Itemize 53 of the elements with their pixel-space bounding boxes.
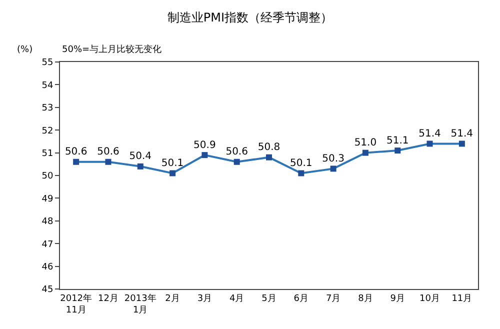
text: 50.6 <box>64 146 88 158</box>
point <box>330 166 336 172</box>
x-tick-label: 2月 <box>165 294 180 304</box>
x-tick-label: 5月 <box>262 294 276 304</box>
point <box>394 148 401 154</box>
y-tick-label: 52 <box>42 126 54 136</box>
y-tick-label: 50 <box>42 172 54 182</box>
y-tick-label: 46 <box>42 262 54 272</box>
y-tick-label: 55 <box>42 58 54 68</box>
text: 50.1 <box>161 158 184 169</box>
x-tick-label: 3月 <box>197 294 212 304</box>
chart-title: 制造业PMI指数（经季节调整） <box>167 10 333 25</box>
point <box>362 150 368 156</box>
y-axis-title: (%) <box>17 45 33 55</box>
point <box>458 140 465 147</box>
x-tick-label: 8月 <box>358 294 373 304</box>
y-tick-label: 48 <box>42 217 54 228</box>
x-tick-label: 6月 <box>294 294 309 304</box>
text: 50.6 <box>226 146 248 158</box>
x-tick-label: 10月 <box>420 294 440 304</box>
x-tick-label: 4月 <box>229 294 244 304</box>
x-tick-label: 7月 <box>326 294 341 304</box>
point <box>170 170 176 176</box>
text: 51.0 <box>354 138 377 149</box>
point <box>426 140 433 147</box>
point <box>298 170 304 176</box>
x-tick-label: 11月 <box>452 294 472 304</box>
text: 50.6 <box>97 146 120 158</box>
x-tick-label: 12月 <box>98 294 118 304</box>
text: 51.4 <box>450 128 474 140</box>
point <box>137 163 144 170</box>
x-tick-label: 2012年 11月 <box>60 292 92 316</box>
y-tick-label: 47 <box>42 240 54 250</box>
x-tick-label: 2013年 1月 <box>124 292 156 316</box>
y-tick-label: 45 <box>42 285 54 296</box>
point <box>202 152 208 158</box>
text: 50.9 <box>194 140 216 151</box>
y-tick-label: 53 <box>42 104 54 114</box>
text: 51.1 <box>386 135 409 146</box>
point <box>73 158 80 165</box>
y-tick-label: 54 <box>42 80 54 91</box>
point <box>105 158 112 165</box>
y-tick-label: 49 <box>42 194 54 204</box>
text: 50.8 <box>258 142 280 154</box>
y-tick-label: 51 <box>42 148 54 159</box>
text: 50%=与上月比较无变化 <box>62 44 162 55</box>
point <box>266 154 272 160</box>
text: 51.4 <box>418 128 441 140</box>
text: 50.4 <box>129 151 152 162</box>
point <box>234 158 240 165</box>
text: 50.3 <box>322 153 344 164</box>
x-tick-label: 9月 <box>390 294 405 304</box>
text: 50.1 <box>290 158 312 169</box>
